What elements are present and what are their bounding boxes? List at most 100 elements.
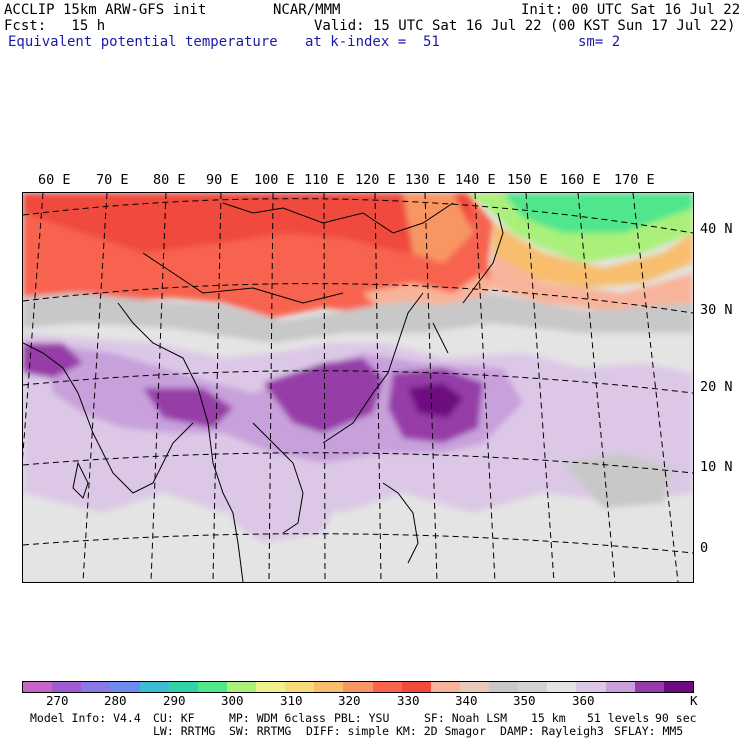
lon-label: 160 E	[560, 172, 601, 188]
lon-label: 60 E	[38, 172, 71, 188]
field-name: Equivalent potential temperature	[8, 34, 278, 50]
colorbar-tick-label: 340	[455, 693, 478, 708]
lon-line	[577, 193, 616, 582]
colorbar-swatch	[168, 682, 198, 692]
colorbar-swatch	[197, 682, 227, 692]
gray-band	[23, 293, 693, 343]
colorbar-swatch	[576, 682, 606, 692]
purple-max	[408, 383, 463, 418]
lon-label: 120 E	[355, 172, 396, 188]
institution-label: NCAR/MMM	[273, 2, 341, 18]
forecast-hour: Fcst: 15 h	[4, 18, 106, 34]
cool-edge	[493, 223, 693, 288]
colorbar-swatch	[23, 682, 53, 692]
graticule	[23, 193, 693, 582]
colorbar-tick-label: 270	[46, 693, 69, 708]
lon-label: 150 E	[507, 172, 548, 188]
lon-line	[212, 193, 222, 582]
footer-info: 15 km	[531, 711, 566, 725]
map-panel	[22, 192, 694, 583]
coastline	[117, 302, 244, 582]
colorbar-tick-label: 290	[163, 693, 186, 708]
lon-line	[323, 193, 326, 582]
lat-label: 10 N	[700, 459, 733, 475]
lon-line	[23, 193, 44, 459]
purple-core-india	[143, 388, 233, 428]
lon-label: 100 E	[254, 172, 295, 188]
lon-line	[150, 193, 167, 582]
footer-info: Model Info: V4.4	[30, 711, 141, 725]
footer-info: KM: 2D Smagor	[396, 724, 487, 738]
colorbar-swatch	[459, 682, 489, 692]
coastline	[462, 212, 504, 304]
footer-info: MP: WDM 6class	[229, 711, 326, 725]
purple-core-china	[263, 358, 383, 433]
lat-line	[23, 198, 693, 234]
map-field	[23, 193, 693, 582]
colorbar-swatch	[256, 682, 286, 692]
colorbar-swatch	[226, 682, 256, 692]
colorbar-swatch	[430, 682, 460, 692]
colorbar-swatch	[372, 682, 402, 692]
south-gray-patch	[563, 453, 673, 508]
colorbar-unit: K	[690, 693, 698, 708]
coastline	[252, 422, 304, 534]
colorbar-tick-label: 350	[513, 693, 536, 708]
colorbar-swatch	[518, 682, 548, 692]
footer-info: 90 sec	[655, 711, 697, 725]
lat-line	[23, 370, 693, 394]
footer-info: SFLAY: MM5	[614, 724, 684, 738]
coastlines	[23, 202, 504, 582]
level-index: at k-index = 51	[305, 34, 440, 50]
south-lilac	[223, 483, 343, 543]
lon-label: 130 E	[405, 172, 446, 188]
colorbar-swatch	[489, 682, 519, 692]
coastline	[432, 322, 449, 354]
coastline	[72, 461, 89, 499]
colorbar-swatch	[314, 682, 344, 692]
colorbar-swatch	[605, 682, 635, 692]
smoothing-value: sm= 2	[578, 34, 621, 50]
coastline	[322, 292, 424, 444]
lat-line	[23, 533, 693, 554]
colorbar-swatch	[110, 682, 140, 692]
colorbar-swatch	[285, 682, 315, 692]
colorbar-swatch	[81, 682, 111, 692]
coastline	[382, 482, 419, 564]
colorbar-swatch	[343, 682, 373, 692]
lat-label: 0	[700, 540, 709, 556]
lat-label: 30 N	[700, 302, 733, 318]
colorbar-tick-label: 300	[221, 693, 244, 708]
footer-info: SF: Noah LSM	[424, 711, 508, 725]
lon-line	[424, 193, 438, 582]
footer-info: LW: RRTMG	[153, 724, 216, 738]
colorbar-tick-label: 310	[280, 693, 303, 708]
init-time: Init: 00 UTC Sat 16 Jul 22	[521, 2, 740, 18]
border	[142, 252, 344, 304]
lon-line	[82, 193, 108, 582]
lat-line	[23, 452, 693, 474]
border	[222, 202, 454, 234]
footer-info: DAMP: Rayleigh3	[500, 724, 604, 738]
colorbar-swatch	[139, 682, 169, 692]
lon-line	[474, 193, 496, 582]
colorbar-tick-label: 280	[104, 693, 127, 708]
colorbar-swatch	[401, 682, 431, 692]
footer-info: 51 levels	[587, 711, 650, 725]
warm-core	[23, 193, 473, 253]
lon-label: 140 E	[455, 172, 496, 188]
lon-label: 170 E	[614, 172, 655, 188]
colorbar-tick-label: 360	[572, 693, 595, 708]
colorbar-swatch	[663, 682, 693, 692]
south-gray	[23, 493, 693, 582]
lon-line	[525, 193, 555, 582]
lon-line	[268, 193, 274, 582]
footer-info: CU: KF	[153, 711, 195, 725]
lat-label: 40 N	[700, 221, 733, 237]
footer-info: SW: RRTMG	[229, 724, 292, 738]
footer-info: DIFF: simple	[306, 724, 390, 738]
warm-patch	[403, 193, 473, 263]
colorbar	[22, 681, 694, 693]
lon-label: 110 E	[304, 172, 345, 188]
lon-label: 90 E	[206, 172, 239, 188]
